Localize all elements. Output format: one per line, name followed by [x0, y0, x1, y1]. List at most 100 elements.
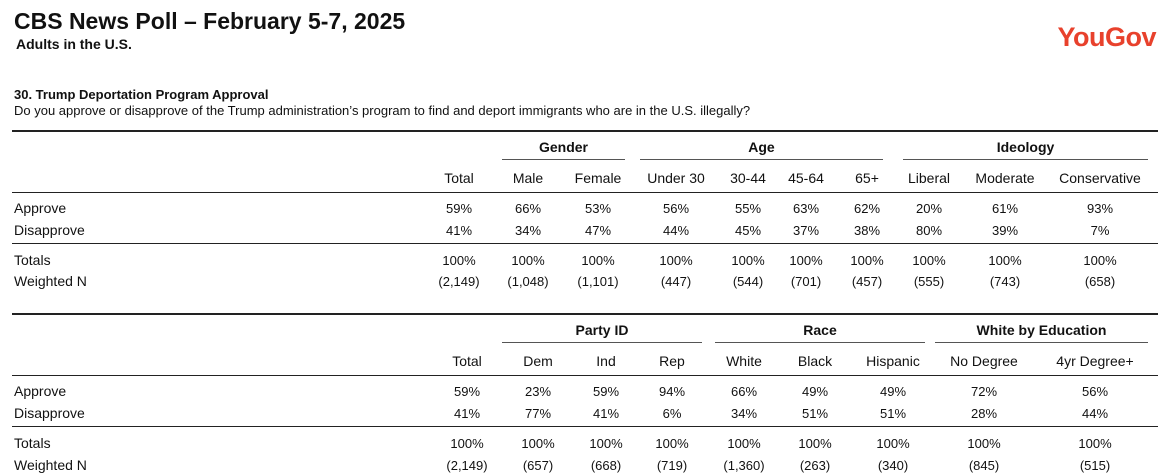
t2-totals-rule [12, 426, 1158, 427]
t2-row-label: Weighted N [14, 457, 87, 473]
t1-table-cell: 100% [912, 253, 946, 268]
t2-table-cell: 34% [730, 406, 758, 421]
t2-column-header: White [726, 353, 762, 369]
t2-table-cell: (263) [799, 458, 831, 473]
t1-column-header: Moderate [975, 170, 1035, 186]
t1-table-cell: (2,149) [438, 274, 480, 289]
t1-table-cell: 34% [514, 223, 542, 238]
t1-table-cell: 53% [584, 201, 612, 216]
t2-row-label: Totals [14, 435, 51, 451]
t2-column-header: Hispanic [866, 353, 920, 369]
t1-table-cell: 100% [1083, 253, 1117, 268]
t1-row-label: Approve [14, 200, 67, 216]
t1-table-cell: 47% [584, 223, 612, 238]
t2-column-header: Total [452, 353, 482, 369]
t2-table-cell: (845) [968, 458, 1000, 473]
t2-row-label: Approve [14, 383, 67, 399]
t1-column-header: Total [444, 170, 474, 186]
t2-column-header: Black [797, 353, 833, 369]
t2-table-cell: 72% [970, 384, 998, 399]
t1-group-underline [640, 159, 883, 160]
t1-table-cell: 20% [915, 201, 943, 216]
t1-table-cell: 100% [581, 253, 615, 268]
t1-table-cell: 37% [792, 223, 820, 238]
t2-table-cell: 41% [453, 406, 481, 421]
t1-table-cell: 62% [853, 201, 881, 216]
t2-table-cell: (719) [656, 458, 688, 473]
t2-table-cell: 100% [450, 436, 484, 451]
t1-table-cell: 63% [792, 201, 820, 216]
t2-group-header: White by Education [976, 322, 1107, 338]
t1-column-header: Under 30 [647, 170, 705, 186]
t2-table-cell: 94% [658, 384, 686, 399]
t2-group-header: Race [803, 322, 837, 338]
t1-table-cell: 100% [789, 253, 823, 268]
t1-table-cell: (701) [790, 274, 822, 289]
t2-table-cell: 100% [798, 436, 832, 451]
t2-table-cell: (668) [590, 458, 622, 473]
t2-column-header: Rep [659, 353, 685, 369]
t2-table-cell: 100% [967, 436, 1001, 451]
t1-row-label: Disapprove [14, 222, 85, 238]
t2-table-cell: 44% [1081, 406, 1109, 421]
t1-table-cell: 100% [511, 253, 545, 268]
t1-table-cell: 100% [850, 253, 884, 268]
t2-table-cell: (657) [522, 458, 554, 473]
t1-group-header: Age [748, 139, 775, 155]
t2-table-cell: 6% [662, 406, 682, 421]
t1-table-cell: 100% [731, 253, 765, 268]
question-text: Do you approve or disapprove of the Trum… [14, 103, 751, 118]
t1-table-cell: (447) [660, 274, 692, 289]
t1-group-header: Gender [538, 139, 588, 155]
yougov-logo: YouGov [1057, 22, 1156, 52]
t2-table-cell: 41% [592, 406, 620, 421]
page-title: CBS News Poll – February 5-7, 2025 [14, 8, 406, 34]
t1-table-cell: 66% [514, 201, 542, 216]
t2-table-cell: 100% [1078, 436, 1112, 451]
t1-group-underline [903, 159, 1148, 160]
t1-table-cell: (1,101) [577, 274, 619, 289]
t2-table-cell: (340) [877, 458, 909, 473]
t1-table-cell: 59% [445, 201, 473, 216]
t1-row-label: Totals [14, 252, 51, 268]
t2-group-underline [502, 342, 702, 343]
page-subtitle: Adults in the U.S. [16, 36, 132, 52]
t2-table-cell: (1,360) [723, 458, 765, 473]
t1-row-label: Weighted N [14, 273, 87, 289]
t2-table-cell: 100% [655, 436, 689, 451]
t1-table-cell: 44% [662, 223, 690, 238]
t1-group-underline [502, 159, 625, 160]
t1-table-cell: 45% [734, 223, 762, 238]
t2-table-cell: 49% [879, 384, 907, 399]
t1-table-cell: (457) [851, 274, 883, 289]
t2-column-header: No Degree [950, 353, 1018, 369]
t1-table-cell: 93% [1086, 201, 1114, 216]
t2-table-cell: 51% [801, 406, 829, 421]
t2-header-rule [12, 375, 1158, 376]
t1-table-cell: 100% [988, 253, 1022, 268]
t2-column-header: 4yr Degree+ [1056, 353, 1134, 369]
t2-table-cell: 23% [524, 384, 552, 399]
t1-totals-rule [12, 243, 1158, 244]
t2-table-cell: 56% [1081, 384, 1109, 399]
t1-table-cell: 80% [915, 223, 943, 238]
t2-column-header: Ind [596, 353, 616, 369]
question-title: 30. Trump Deportation Program Approval [14, 87, 269, 102]
t2-table-cell: 77% [524, 406, 552, 421]
t1-table-cell: (555) [913, 274, 945, 289]
t1-group-header: Ideology [996, 139, 1055, 155]
t2-table-cell: 49% [801, 384, 829, 399]
t1-table-cell: 38% [853, 223, 881, 238]
t2-group-header: Party ID [575, 322, 629, 338]
t2-table-cell: 28% [970, 406, 998, 421]
t1-column-header: Conservative [1059, 170, 1141, 186]
t2-table-cell: 100% [589, 436, 623, 451]
t2-column-header: Dem [523, 353, 553, 369]
t2-table-cell: 100% [727, 436, 761, 451]
t2-table-cell: (515) [1079, 458, 1111, 473]
t2-table-cell: (2,149) [446, 458, 488, 473]
t1-column-header: 30-44 [730, 170, 766, 186]
t1-column-header: Liberal [907, 170, 951, 186]
t2-row-label: Disapprove [14, 405, 85, 421]
t1-table-cell: 41% [445, 223, 473, 238]
